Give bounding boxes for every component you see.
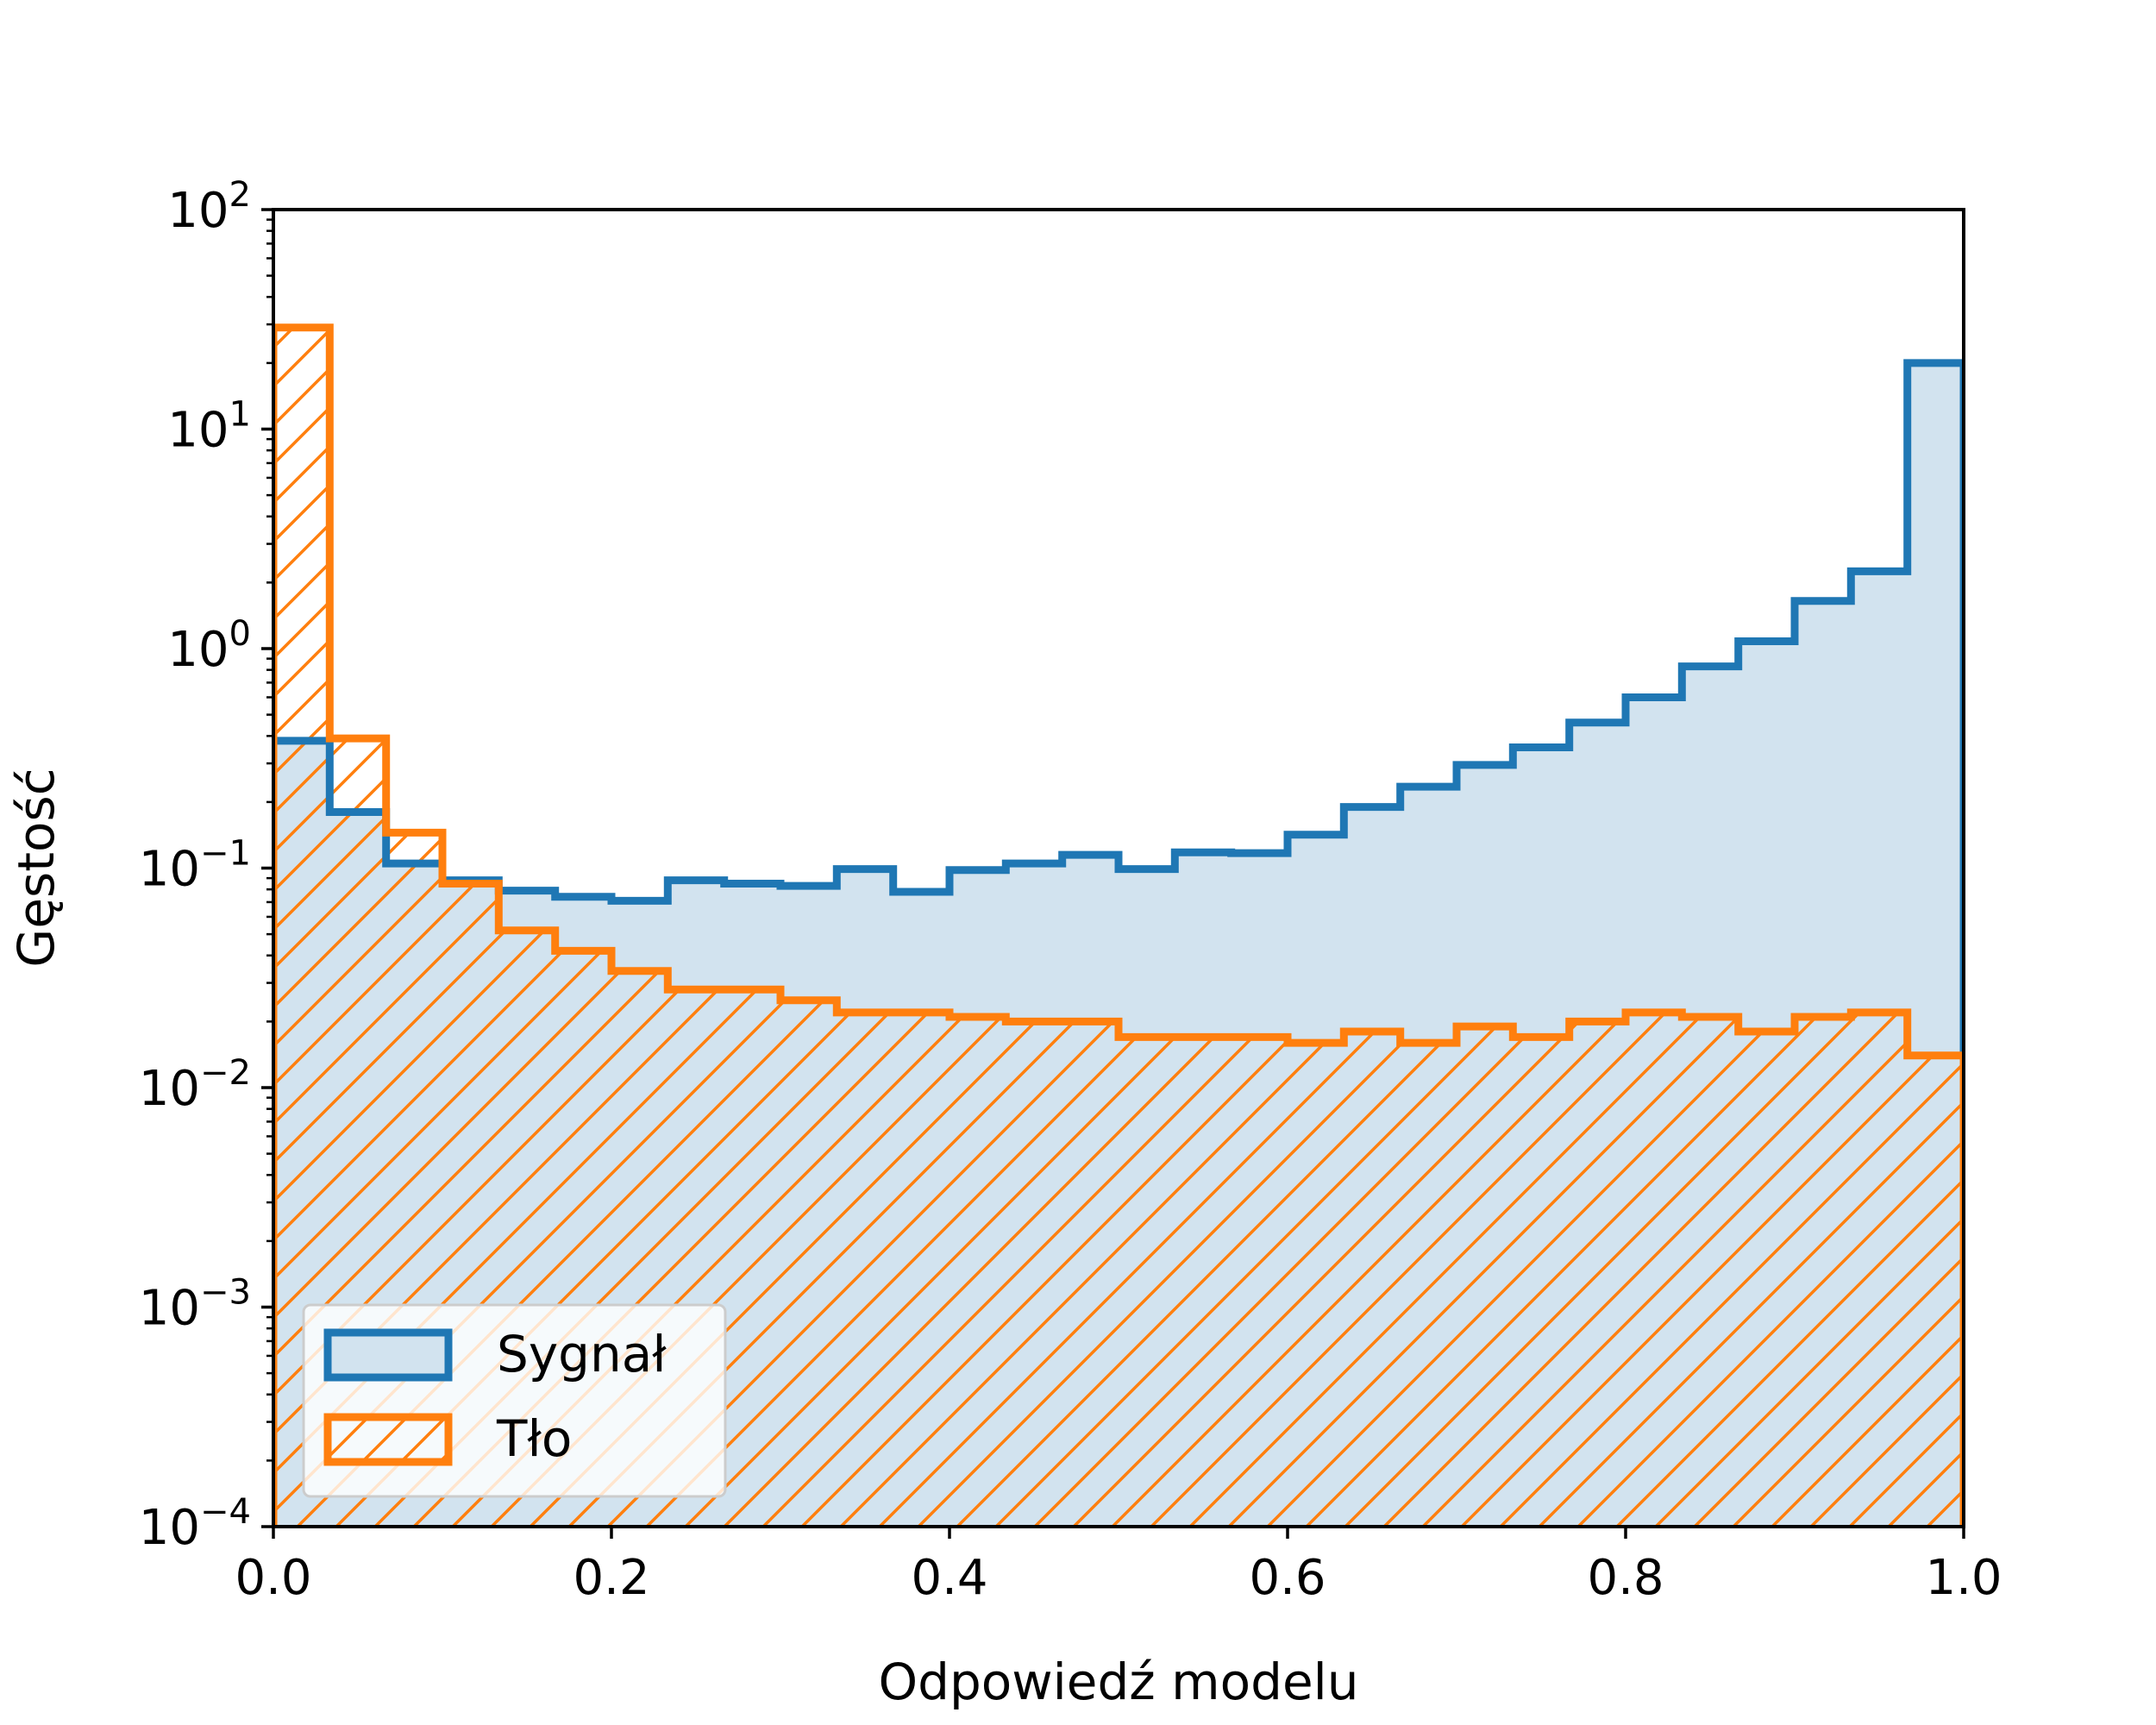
y-tick-label: 100 — [167, 614, 251, 678]
legend-label-background: Tło — [496, 1409, 572, 1468]
y-tick-label: 10−4 — [139, 1492, 251, 1556]
plot-area — [273, 323, 1964, 1527]
x-tick-label: 0.0 — [235, 1550, 311, 1606]
background-outline — [273, 323, 1964, 1527]
x-tick-label: 0.6 — [1249, 1550, 1326, 1606]
x-tick-label: 0.2 — [573, 1550, 649, 1606]
x-tick-label: 0.4 — [911, 1550, 987, 1606]
background-hatch — [273, 327, 1964, 1527]
y-tick-label: 102 — [167, 175, 251, 239]
y-tick-label: 10−1 — [139, 834, 251, 898]
legend-label-signal: Sygnał — [497, 1325, 667, 1383]
legend-swatch-signal — [323, 1328, 453, 1382]
y-tick-label: 101 — [167, 395, 251, 459]
x-axis-label: Odpowiedź modelu — [878, 1653, 1358, 1711]
legend: Sygnał Tło — [302, 1303, 727, 1498]
y-tick-label: 10−2 — [139, 1053, 251, 1117]
signal-outline — [273, 359, 1964, 1527]
y-tick-label: 10−3 — [139, 1273, 251, 1337]
axis-ticks: 0.0 0.2 0.4 0.6 0.8 1.0 102 101 100 10−1 10−2 10−3 1… — [139, 175, 2002, 1606]
y-axis-label: Gęstość — [7, 768, 66, 967]
legend-swatch-background — [323, 1413, 453, 1466]
x-tick-label: 0.8 — [1587, 1550, 1664, 1606]
x-tick-label: 1.0 — [1925, 1550, 2002, 1606]
